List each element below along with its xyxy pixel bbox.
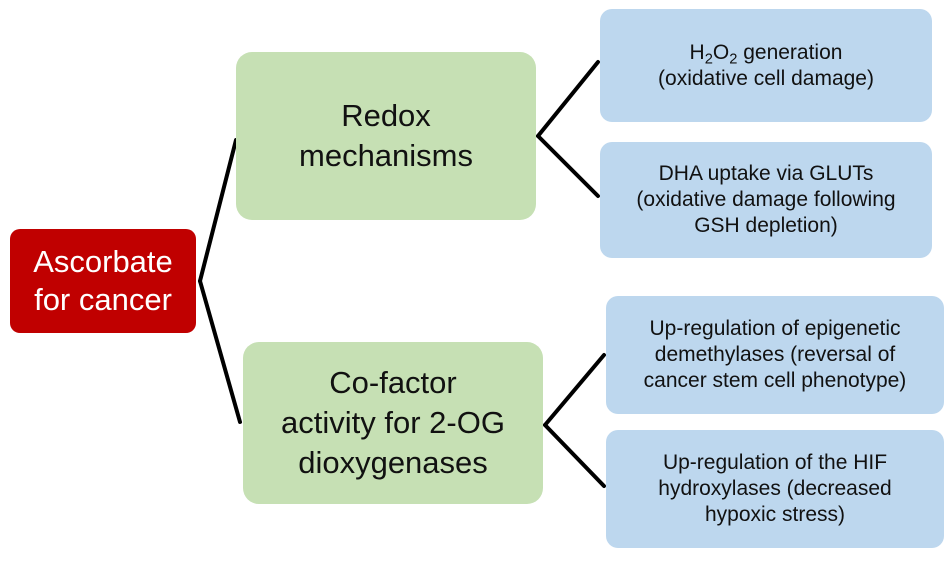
leaf-4-line-3: hypoxic stress) <box>704 503 846 526</box>
leaf-node-dha-uptake: DHA uptake via GLUTs (oxidative damage f… <box>600 142 932 258</box>
connector-redox-to-h2o2 <box>536 60 600 138</box>
leaf-1-line-2: (oxidative cell damage) <box>658 66 874 90</box>
leaf-1-sub-1: 2 <box>704 50 713 67</box>
branch-1-line-1: Redox <box>341 98 431 133</box>
leaf-node-h2o2-generation: H2O2 generation (oxidative cell damage) <box>600 9 932 122</box>
leaf-1-line-1: H2O2 generation <box>689 40 843 67</box>
root-line-1: Ascorbate <box>33 244 173 279</box>
branch-2-line-2: activity for 2-OG <box>281 405 505 440</box>
leaf-1-h: H <box>689 40 705 64</box>
root-line-2: for cancer <box>34 282 172 317</box>
leaf-node-hif-hydroxylases: Up-regulation of the HIF hydroxylases (d… <box>606 430 944 548</box>
leaf-2-line-1: DHA uptake via GLUTs <box>658 162 874 185</box>
leaf-4-line-2: hydroxylases (decreased <box>658 477 892 500</box>
leaf-1-sub-2: 2 <box>729 50 738 67</box>
branch-2-line-1: Co-factor <box>329 365 457 400</box>
root-node-ascorbate-for-cancer: Ascorbate for cancer <box>10 229 196 333</box>
leaf-1-generation: generation <box>737 40 843 64</box>
leaf-node-epigenetic-demethylases: Up-regulation of epigenetic demethylases… <box>606 296 944 414</box>
leaf-2-line-2: (oxidative damage following <box>636 188 896 211</box>
branch-node-cofactor-activity: Co-factor activity for 2-OG dioxygenases <box>243 342 543 504</box>
branch-1-line-2: mechanisms <box>299 138 473 173</box>
leaf-3-line-3: cancer stem cell phenotype) <box>643 369 907 392</box>
leaf-3-line-1: Up-regulation of epigenetic <box>649 317 901 340</box>
leaf-2-line-3: GSH depletion) <box>694 214 838 237</box>
branch-2-line-3: dioxygenases <box>298 445 488 480</box>
leaf-4-line-1: Up-regulation of the HIF <box>662 451 888 474</box>
connector-cofactor-to-hif <box>543 423 606 488</box>
leaf-3-line-2: demethylases (reversal of <box>654 343 896 366</box>
connector-redox-to-dha <box>536 134 600 198</box>
leaf-1-o: O <box>712 40 730 64</box>
connector-cofactor-to-epigenetic <box>543 353 606 427</box>
connector-root-to-redox <box>198 138 238 283</box>
connector-root-to-cofactor <box>198 279 242 424</box>
branch-node-redox-mechanisms: Redox mechanisms <box>236 52 536 220</box>
